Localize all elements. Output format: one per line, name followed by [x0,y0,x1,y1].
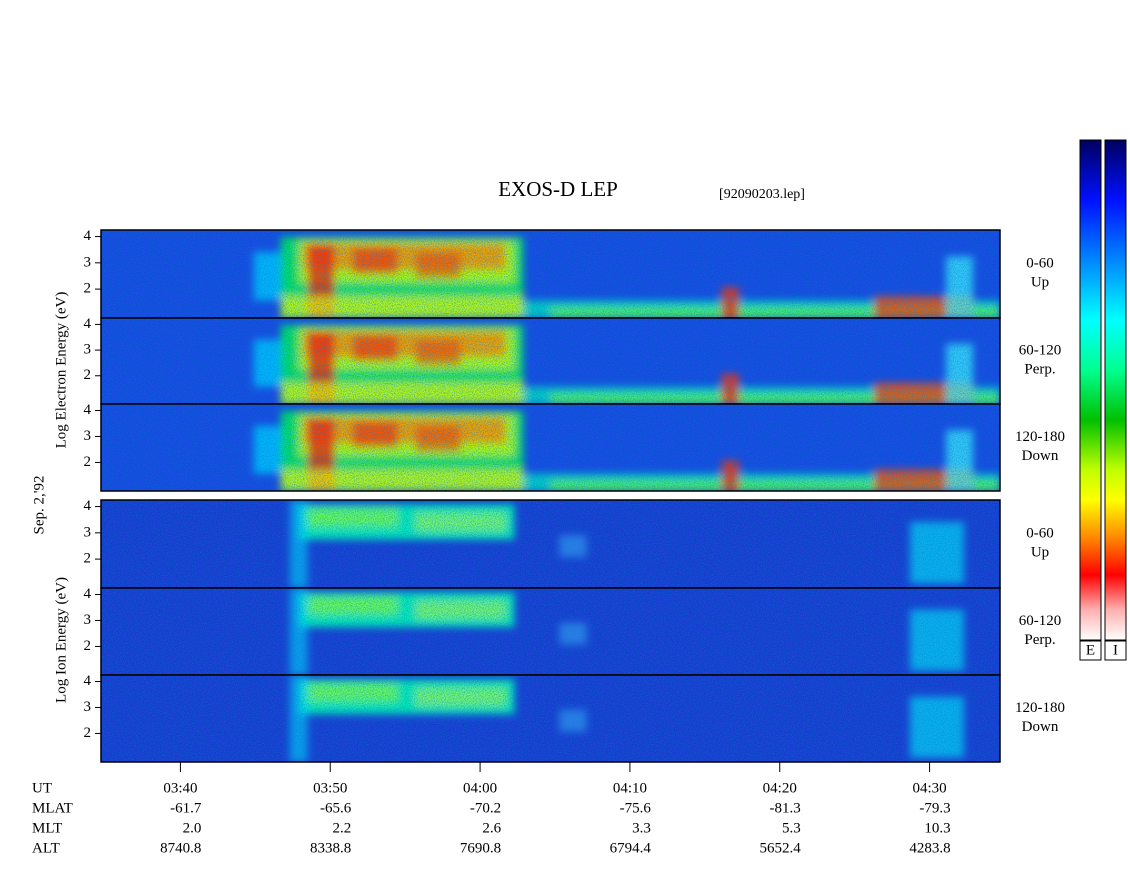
y-tick-label: 4 [84,402,92,418]
spectrogram-panel [100,674,1001,763]
y-tick-label: 4 [84,228,92,244]
spectrogram-panel [100,587,1001,676]
ephemeris-value: 2.2 [332,820,351,836]
colorbar-box [1079,640,1102,661]
noise [101,675,1000,762]
pitch-angle-label: 0-60 [1026,255,1054,271]
y-tick-label: 3 [84,612,92,628]
y-tick-label: 2 [84,551,92,567]
ephemeris-value: -81.3 [769,800,800,816]
ephemeris-value: 8338.8 [310,840,351,856]
spectrogram-panel [100,317,1001,405]
colorbar-label: I [1113,642,1118,658]
spectrogram [101,230,1000,318]
direction-label: Up [1031,274,1049,290]
colorbar-label: E [1086,642,1095,658]
panel-frame [100,674,1001,763]
colorbar-box [1104,640,1127,661]
ephemeris-value: -75.6 [620,800,652,816]
direction-label: Perp. [1024,361,1055,377]
ephemeris-value: -79.3 [919,800,950,816]
ephemeris-value: 4283.8 [909,840,950,856]
row-label: MLAT [32,800,73,816]
pitch-angle-label: 120-180 [1015,700,1065,716]
y-tick-label: 3 [84,428,92,444]
pitch-angle-label: 60-120 [1019,613,1062,629]
y-tick-label: 2 [84,367,92,383]
ephemeris-value: 2.0 [183,820,202,836]
file-name: [92090203.lep] [719,187,805,202]
colorbar [1104,139,1127,641]
spectrogram-panel [100,403,1001,492]
x-tick-label: 03:40 [163,780,197,796]
pitch-angle-label: 60-120 [1019,342,1062,358]
ephemeris-value: 5.3 [782,820,801,836]
y-tick-label: 3 [84,342,92,358]
y-axis-label: Log Ion Energy (eV) [53,577,69,703]
x-tick-label: 04:00 [463,780,497,796]
noise [101,500,1000,588]
direction-label: Up [1031,544,1049,560]
colorbars: E I [1079,139,1127,661]
spectrogram [101,404,1000,491]
y-tick-label: 2 [84,638,92,654]
pitch-angle-label: 0-60 [1026,525,1054,541]
chart-title: EXOS-D LEP [498,177,618,201]
y-tick-label: 3 [84,699,92,715]
ephemeris-value: 10.3 [924,820,950,836]
panel-frame [100,403,1001,492]
x-tick-label: 03:50 [313,780,347,796]
ephemeris-value: 6794.4 [610,840,652,856]
x-tick-label: 04:10 [613,780,647,796]
y-tick-label: 4 [84,498,92,514]
ephemeris-value: 7690.8 [460,840,501,856]
date-label: Sep. 2,'92 [31,476,47,535]
x-tick-label: 04:30 [912,780,946,796]
noise [101,404,1000,491]
spectrogram [101,318,1000,404]
spectrogram [101,500,1000,588]
y-tick-label: 3 [84,524,92,540]
row-label: MLT [32,820,62,836]
pitch-angle-label: 120-180 [1015,429,1065,445]
ephemeris-value: 3.3 [632,820,651,836]
noise [101,230,1000,318]
y-tick-label: 3 [84,254,92,270]
direction-label: Perp. [1024,632,1055,648]
ephemeris-value: -61.7 [170,800,202,816]
ephemeris-value: 2.6 [482,820,501,836]
spectrogram-panel [100,229,1001,319]
noise [101,318,1000,404]
ephemeris-value: 8740.8 [160,840,201,856]
ephemeris-value: -65.6 [320,800,352,816]
noise [101,588,1000,675]
direction-label: Down [1022,719,1059,735]
row-label: ALT [32,840,60,856]
x-tick-label: 04:20 [763,780,797,796]
y-tick-label: 4 [84,316,92,332]
y-tick-label: 2 [84,454,92,470]
spectrogram [101,675,1000,762]
spectrogram [101,588,1000,675]
y-tick-label: 4 [84,673,92,689]
colorbar [1079,139,1102,641]
ephemeris-value: -70.2 [470,800,501,816]
ephemeris-value: 5652.4 [759,840,801,856]
y-tick-label: 2 [84,281,92,297]
y-tick-label: 2 [84,725,92,741]
y-axis-label: Log Electron Energy (eV) [53,292,69,449]
y-tick-label: 4 [84,586,92,602]
direction-label: Down [1022,448,1059,464]
spectrogram-panel [100,499,1001,589]
row-label: UT [32,780,52,796]
